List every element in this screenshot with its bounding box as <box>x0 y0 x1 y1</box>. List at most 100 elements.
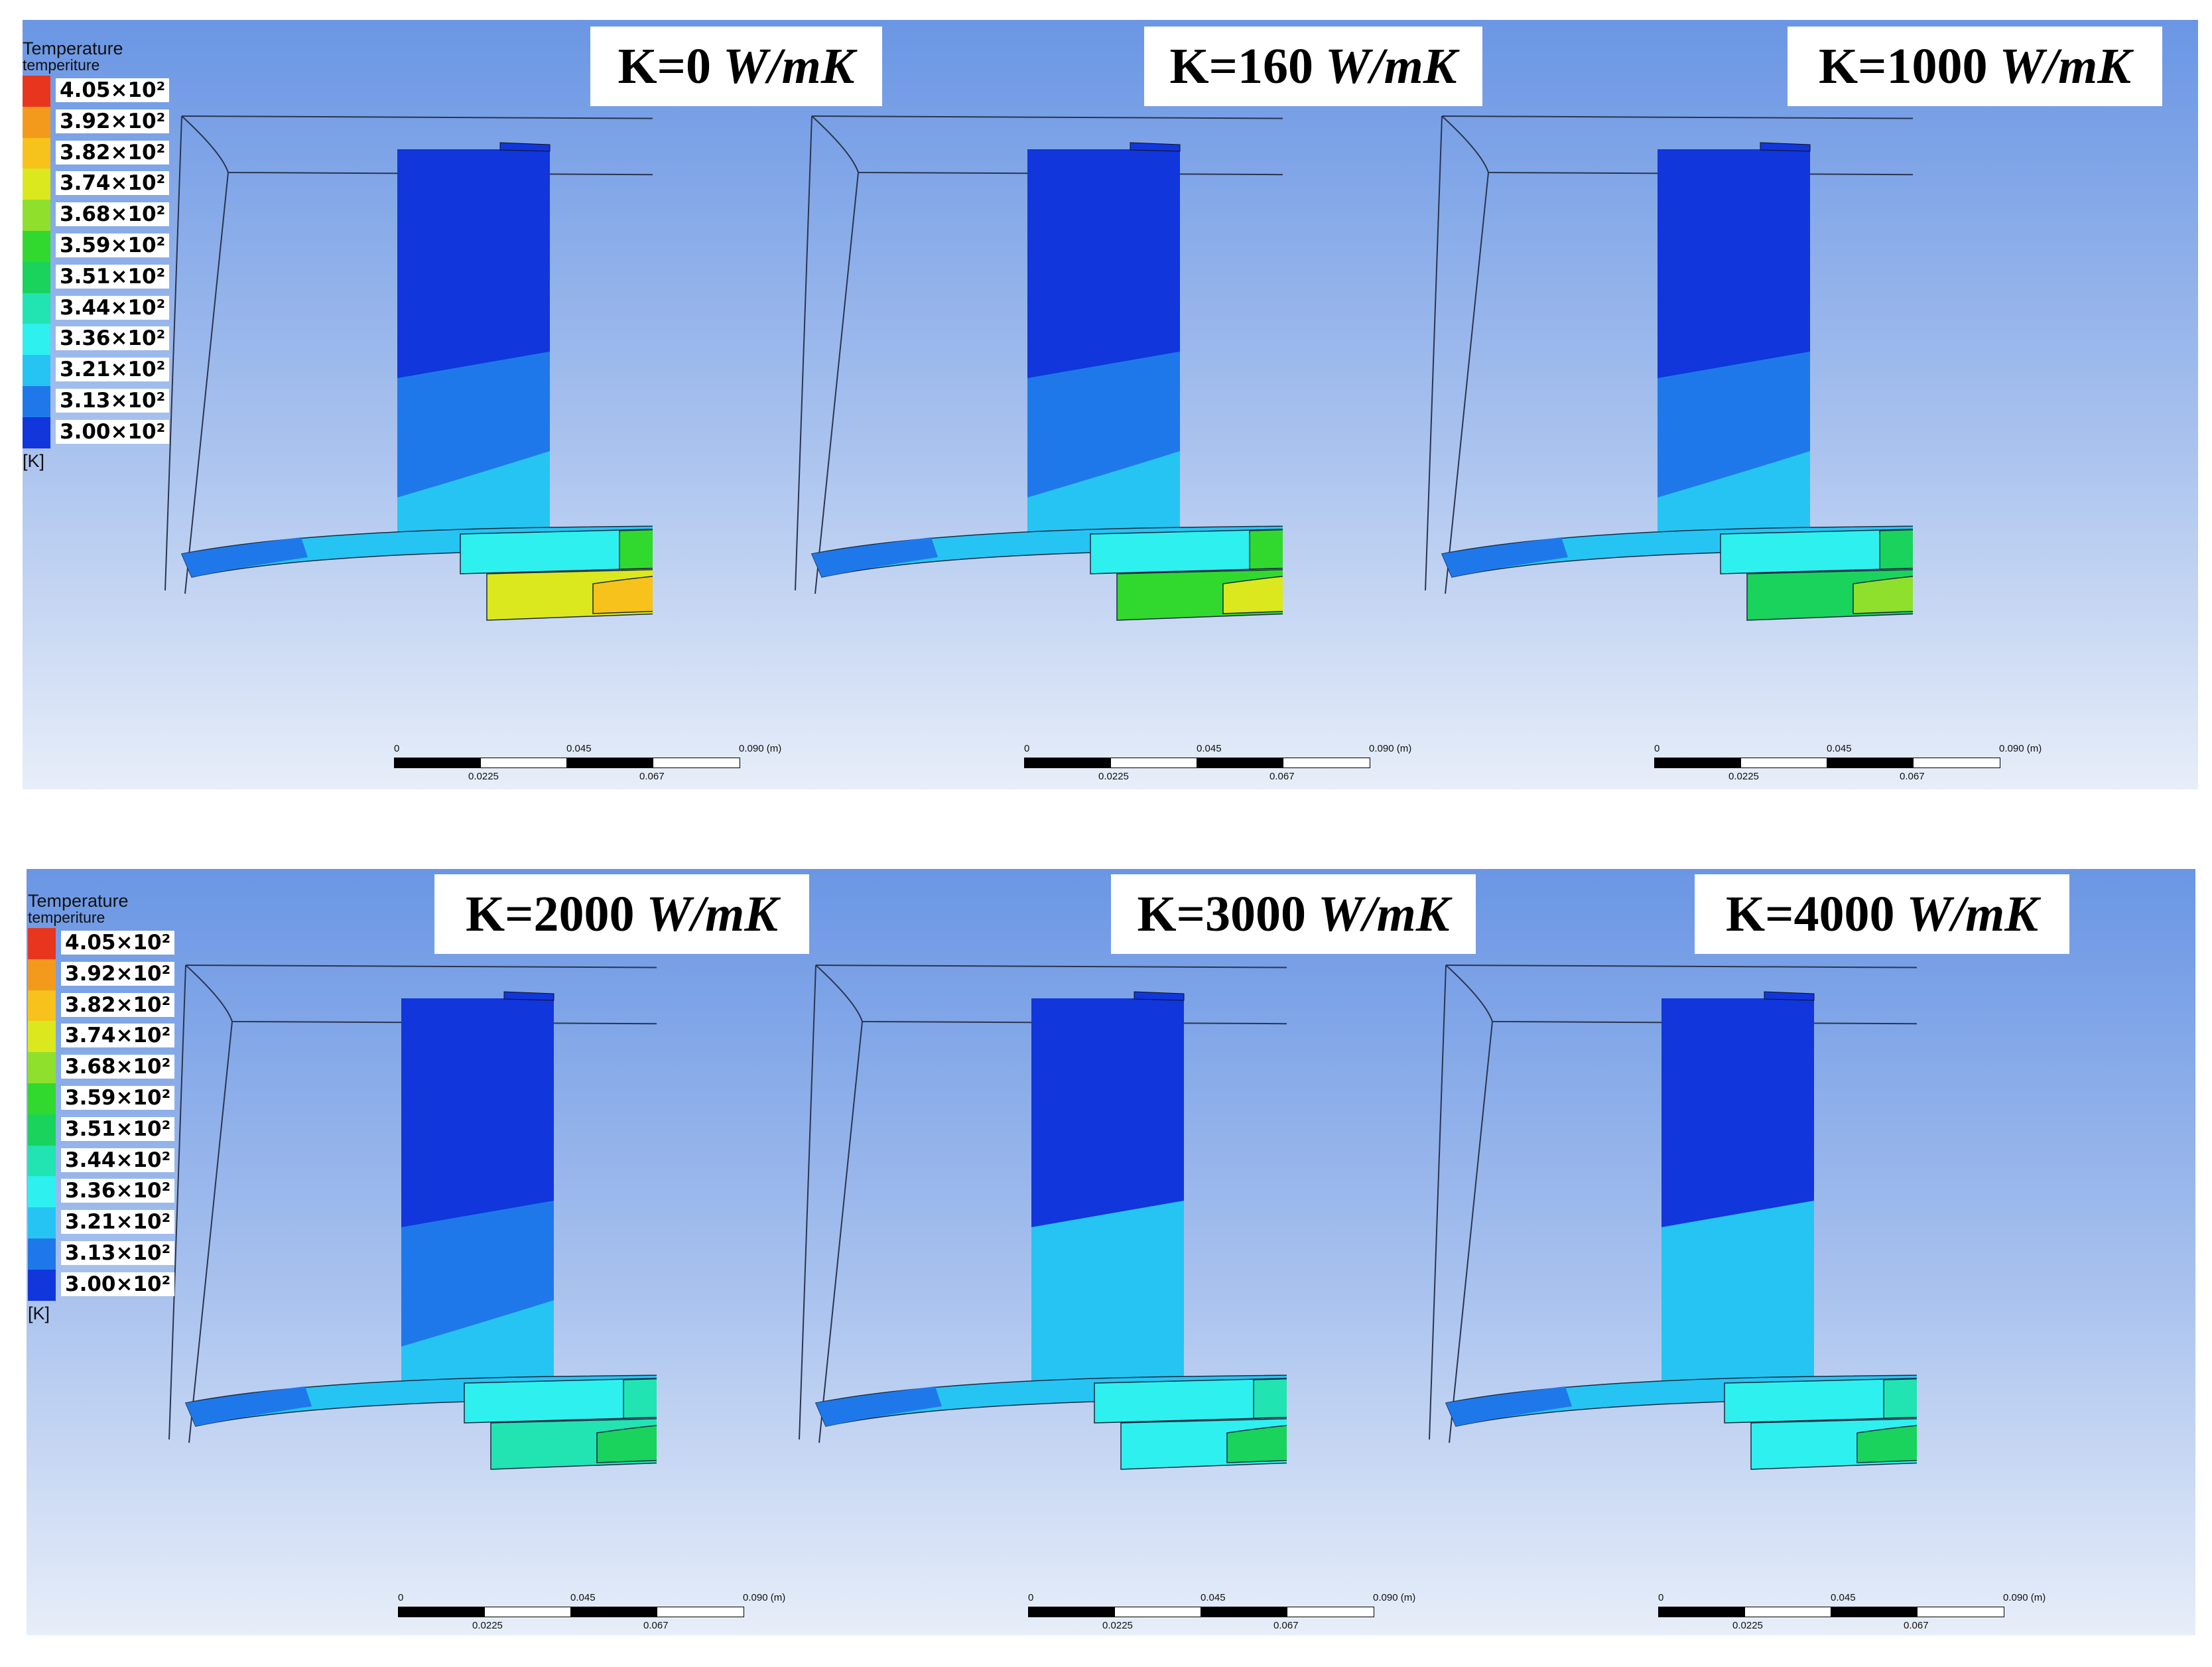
vertical-fin <box>401 991 554 1383</box>
legend-value: 3.13×10² <box>56 388 170 413</box>
scale-bottom-label: 0.0225 <box>1728 771 1759 782</box>
legend-value: 3.51×10² <box>56 264 170 289</box>
scale-top-label: 0.090 (m) <box>739 743 782 754</box>
conductivity-unit: W/mK <box>1325 38 1457 94</box>
legend-value: 3.13×10² <box>61 1240 175 1265</box>
legend-entry: 3.92×10² <box>23 106 182 138</box>
legend-entry: 4.05×10² <box>28 928 187 959</box>
heat-sink-view-5: 0 0.045 0.090 (m) 0.0225 0.067 <box>1287 869 2156 1638</box>
scale-segment <box>484 1607 572 1617</box>
legend-subtitle: temperiture <box>23 56 100 74</box>
scale-bar: 0 0.045 0.090 (m) 0.0225 0.067 <box>398 1592 785 1638</box>
scale-bar: 0 0.045 0.090 (m) 0.0225 0.067 <box>1028 1592 1415 1638</box>
legend-swatch <box>23 417 50 448</box>
legend-value: 3.59×10² <box>61 1085 175 1110</box>
heat-sink-model <box>795 115 1522 621</box>
legend-swatch <box>23 261 50 293</box>
legend-swatch <box>28 1114 56 1146</box>
legend-entry: 3.59×10² <box>23 230 182 262</box>
scale-bottom-label: 0.067 <box>643 1620 669 1631</box>
legend-value: 3.44×10² <box>56 295 170 320</box>
legend-swatch <box>28 959 56 990</box>
conductivity-label: K=4000 W/mK <box>1695 874 2069 954</box>
legend-value: 3.21×10² <box>61 1210 175 1234</box>
legend-entry: 3.00×10² <box>23 417 182 448</box>
legend-swatch <box>23 200 50 231</box>
scale-bottom-label: 0.067 <box>1900 771 1925 782</box>
legend-value: 3.92×10² <box>61 961 175 986</box>
temperature-legend: Temperature temperiture 4.05×10² 3.92×10² 3.… <box>23 40 182 472</box>
legend-swatch <box>28 1238 56 1270</box>
legend-swatch <box>28 1145 56 1177</box>
heat-sink-model <box>799 965 1526 1470</box>
scale-segment <box>653 758 740 768</box>
scale-segment <box>1744 1607 1832 1617</box>
legend-entry: 3.44×10² <box>28 1145 187 1177</box>
legend-value: 3.92×10² <box>56 109 170 133</box>
legend-swatch <box>23 355 50 386</box>
conductivity-unit: W/mK <box>722 38 855 94</box>
legend-swatch <box>23 385 50 417</box>
vertical-fin <box>1658 142 1811 534</box>
conductivity-value: K=2000 <box>466 886 635 942</box>
legend-value: 3.44×10² <box>61 1148 175 1172</box>
legend-value: 3.36×10² <box>56 326 170 351</box>
legend-swatch <box>23 324 50 356</box>
scale-bottom-label: 0.067 <box>639 771 665 782</box>
scale-segment <box>1740 758 1828 768</box>
legend-entry: 3.21×10² <box>23 355 182 386</box>
legend-entries: 4.05×10² 3.92×10² 3.82×10² 3.74×10² 3.68×10²… <box>28 928 187 1301</box>
vertical-fin <box>1027 142 1181 534</box>
legend-entries: 4.05×10² 3.92×10² 3.82×10² 3.74×10² 3.68×10²… <box>23 76 182 448</box>
temperature-legend: Temperature temperiture 4.05×10² 3.92×10² 3.… <box>28 892 187 1324</box>
scale-bar: 0 0.045 0.090 (m) 0.0225 0.067 <box>394 743 781 789</box>
legend-entry: 3.36×10² <box>23 324 182 356</box>
legend-entry: 4.05×10² <box>23 76 182 107</box>
conductivity-value: K=4000 <box>1726 886 1895 942</box>
legend-swatch <box>28 1207 56 1238</box>
conductivity-label: K=2000 W/mK <box>434 874 809 954</box>
scale-top-label: 0.045 <box>1201 1592 1226 1603</box>
legend-swatch <box>23 137 50 169</box>
heat-block-lower <box>1750 1414 2100 1470</box>
legend-value: 3.68×10² <box>61 1055 175 1079</box>
legend-entry: 3.92×10² <box>28 959 187 990</box>
scale-bottom-label: 0.067 <box>1904 1620 1929 1631</box>
scale-segment <box>1654 758 1742 768</box>
legend-entry: 3.82×10² <box>28 990 187 1022</box>
scale-top-label: 0 <box>1658 1592 1664 1603</box>
heat-sink-view-1: 0 0.045 0.090 (m) 0.0225 0.067 <box>653 20 1522 789</box>
legend-swatch <box>23 168 50 200</box>
scale-segment <box>1827 758 1914 768</box>
legend-entry: 3.51×10² <box>28 1114 187 1146</box>
scale-segment <box>1287 1607 1374 1617</box>
heat-sink-view-2: 0 0.045 0.090 (m) 0.0225 0.067 <box>1283 20 2152 789</box>
legend-swatch <box>23 76 50 107</box>
scale-top-label: 0 <box>1654 743 1660 754</box>
scale-segment <box>1831 1607 1918 1617</box>
legend-swatch <box>28 1083 56 1114</box>
legend-value: 3.36×10² <box>61 1179 175 1203</box>
legend-unit: [K] <box>23 450 45 471</box>
legend-value: 3.51×10² <box>61 1116 175 1141</box>
legend-value: 3.82×10² <box>56 140 170 165</box>
scale-bottom-label: 0.0225 <box>1098 771 1129 782</box>
conductivity-unit: W/mK <box>1999 38 2131 94</box>
legend-swatch <box>28 928 56 959</box>
legend-title: Temperature <box>23 38 123 58</box>
scale-segment <box>398 1607 486 1617</box>
scale-segment <box>1028 1607 1116 1617</box>
legend-value: 4.05×10² <box>56 78 170 102</box>
legend-entry: 3.68×10² <box>28 1052 187 1083</box>
scale-segment <box>1658 1607 1746 1617</box>
scale-top-label: 0.045 <box>566 743 592 754</box>
scale-top-label: 0.045 <box>570 1592 596 1603</box>
scale-segment <box>480 758 568 768</box>
scale-bottom-label: 0.0225 <box>468 771 499 782</box>
legend-value: 3.00×10² <box>61 1272 175 1296</box>
conductivity-value: K=0 <box>618 38 711 94</box>
scale-segment <box>1024 758 1112 768</box>
heat-block-lower <box>486 565 836 621</box>
scale-top-label: 0.090 (m) <box>2003 1592 2046 1603</box>
scale-segment <box>1197 758 1284 768</box>
